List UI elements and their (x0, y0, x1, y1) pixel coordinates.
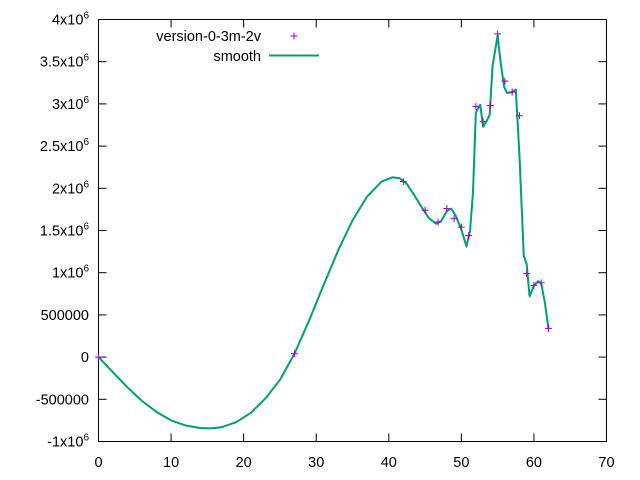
data-point-marker (479, 118, 487, 126)
y-tick-label-base: 2.5x10 (40, 139, 84, 155)
y-tick-label-exponent: 6 (83, 137, 89, 148)
y-tick-label-exponent: 6 (83, 53, 89, 64)
data-point-marker (508, 88, 516, 96)
axis-tick-labels: 0 10 20 30 40 50 60 70-1x106-50000005000001x106… (36, 11, 615, 472)
y-tick-label-base: -500000 (36, 392, 89, 408)
y-tick-label-base: 3x10 (52, 97, 83, 113)
data-point-marker (537, 279, 545, 287)
y-tick-label: 1x106 (52, 264, 89, 282)
y-tick-label-base: 3.5x10 (40, 55, 84, 71)
y-tick-label-exponent: 6 (83, 264, 89, 275)
y-tick-label-exponent: 6 (83, 222, 89, 233)
y-tick-label: 0 (81, 350, 89, 366)
y-tick-label-exponent: 6 (83, 433, 89, 444)
data-point-marker (523, 270, 531, 278)
x-tick-label: 10 (163, 455, 179, 471)
x-tick-label: 60 (526, 455, 542, 471)
data-point-marker (530, 281, 538, 289)
x-tick-label: 70 (598, 455, 614, 471)
data-point-marker (434, 218, 442, 226)
y-tick-label-base: 500000 (41, 308, 89, 324)
x-tick-label: 50 (453, 455, 469, 471)
y-tick-label-base: 1x10 (52, 266, 83, 282)
y-tick-label: 2x106 (52, 179, 89, 197)
y-tick-label: 3.5x106 (40, 53, 90, 71)
data-point-marker (472, 102, 480, 110)
y-tick-label: 3x106 (52, 95, 89, 113)
data-point-marker (486, 102, 494, 110)
data-point-marker (515, 112, 523, 120)
data-point-marker (421, 206, 429, 214)
y-tick-label: 1.5x106 (40, 222, 90, 240)
y-tick-label: -1x106 (47, 433, 89, 451)
y-tick-label-base: 2x10 (52, 181, 83, 197)
y-tick-label: 2.5x106 (40, 137, 90, 155)
y-tick-label-base: -1x10 (47, 435, 83, 451)
axis-ticks (98, 19, 607, 442)
data-point-marker (501, 77, 509, 85)
y-tick-label: 500000 (41, 308, 89, 324)
series-layer (95, 30, 552, 430)
y-tick-label-base: 0 (81, 350, 89, 366)
x-tick-label: 20 (236, 455, 252, 471)
x-tick-label: 40 (381, 455, 397, 471)
y-tick-label-exponent: 6 (83, 11, 89, 22)
data-point-marker (544, 324, 552, 332)
y-tick-label-exponent: 6 (83, 95, 89, 106)
series-line-smooth (97, 34, 550, 430)
legend-marker-points (290, 32, 298, 40)
y-tick-label-base: 4x10 (52, 13, 83, 29)
data-point-marker (494, 30, 502, 38)
legend-plus-marker (290, 32, 298, 40)
y-tick-label: 4x106 (52, 11, 89, 29)
data-point-marker (443, 205, 451, 213)
legend-label-points: version-0-3m-2v (156, 29, 261, 45)
legend-label-smooth: smooth (213, 49, 261, 65)
data-point-marker (457, 223, 465, 231)
data-point-marker (450, 215, 458, 223)
data-point-marker (95, 353, 102, 361)
y-tick-label-exponent: 6 (83, 179, 89, 190)
data-point-marker (465, 232, 473, 240)
x-tick-label: 0 (94, 455, 102, 471)
x-tick-label: 30 (308, 455, 324, 471)
y-tick-label-base: 1.5x10 (40, 224, 84, 240)
legend: version-0-3m-2v smooth (156, 29, 319, 65)
y-tick-label: -500000 (36, 392, 89, 408)
data-point-marker (399, 178, 407, 186)
data-point-marker (290, 350, 298, 358)
plot-border (98, 19, 607, 442)
